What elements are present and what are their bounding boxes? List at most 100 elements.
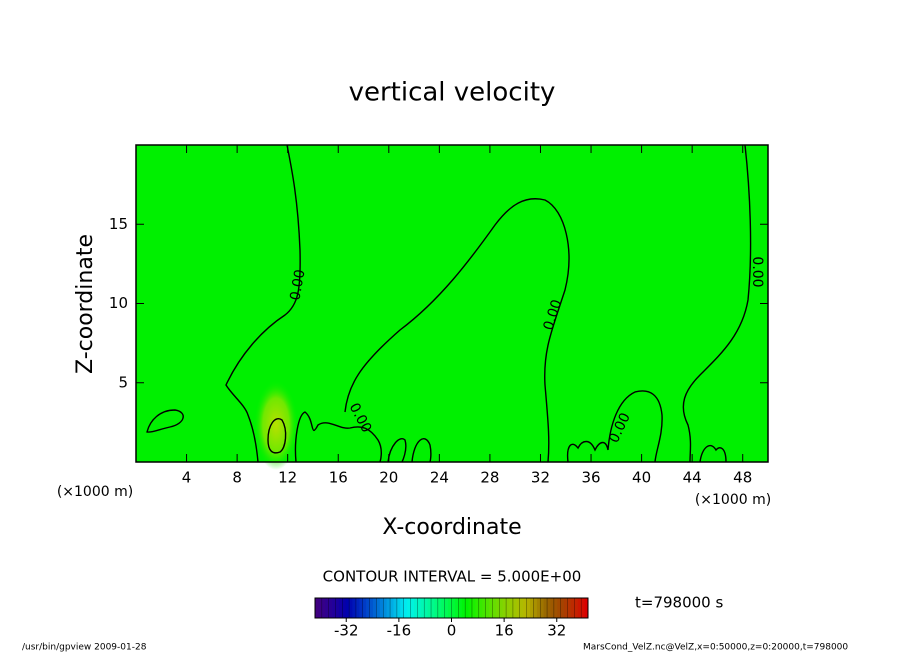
colorbar-cell — [478, 598, 483, 618]
contour-label: 0.00 — [749, 256, 765, 287]
colorbar-cell — [512, 598, 517, 618]
colorbar-cell — [332, 598, 336, 618]
colorbar-cell — [366, 598, 370, 618]
colorbar-cell — [321, 598, 326, 618]
x-unit: (×1000 m) — [695, 492, 771, 508]
colorbar-cell — [564, 598, 568, 618]
colorbar-cell — [465, 598, 469, 618]
colorbar-cell — [390, 598, 394, 618]
colorbar-cell — [396, 598, 401, 618]
colorbar-cell — [400, 598, 405, 618]
colorbar-cell — [499, 598, 504, 618]
colorbar-cell — [369, 598, 374, 618]
x-tick-label: 48 — [733, 469, 752, 487]
colorbar-cell — [424, 598, 429, 618]
colorbar-cell — [560, 598, 565, 618]
colorbar-cell — [471, 598, 476, 618]
colorbar-tick-label: -16 — [387, 622, 412, 640]
colorbar-cell — [536, 598, 541, 618]
y-tick-label: 5 — [118, 373, 128, 391]
colorbar-cell — [492, 598, 497, 618]
colorbar-cell — [540, 598, 545, 618]
colorbar-cell — [570, 598, 575, 618]
colorbar-cell — [376, 598, 381, 618]
colorbar-cell — [468, 598, 473, 618]
colorbar-cell — [495, 598, 500, 618]
colorbar-cell — [427, 598, 432, 618]
colorbar-cell — [526, 598, 531, 618]
colorbar-cell — [461, 598, 466, 618]
x-tick-label: 16 — [329, 469, 348, 487]
x-tick-label: 8 — [232, 469, 242, 487]
colorbar-cell — [437, 598, 442, 618]
colorbar-tick-label: 16 — [495, 622, 514, 640]
colorbar-cell — [550, 598, 555, 618]
footer: /usr/bin/gpview 2009-01-28 — [22, 643, 147, 653]
colorbar-tick-label: -32 — [334, 622, 359, 640]
colorbar-tick-label: 32 — [547, 622, 566, 640]
colorbar-cell — [509, 598, 514, 618]
y-axis-label: Z-coordinate — [73, 234, 98, 374]
x-tick-label: 24 — [430, 469, 449, 487]
colorbar-cell — [506, 598, 510, 618]
colorbar-cell — [529, 598, 534, 618]
colorbar-cell — [567, 598, 572, 618]
contour-interval: CONTOUR INTERVAL = 5.000E+00 — [323, 568, 582, 586]
colorbar-cell — [349, 598, 353, 618]
colorbar-cell — [557, 598, 562, 618]
colorbar-cell — [502, 598, 507, 618]
colorbar-cell — [519, 598, 524, 618]
colorbar-cell — [516, 598, 521, 618]
colorbar-cell — [577, 598, 582, 618]
colorbar-cell — [407, 598, 411, 618]
colorbar-cell — [533, 598, 538, 618]
colorbar-cell — [523, 598, 527, 618]
x-tick-label: 32 — [531, 469, 550, 487]
x-tick-label: 40 — [632, 469, 651, 487]
colorbar-cell — [403, 598, 408, 618]
colorbar-cell — [315, 598, 319, 618]
colorbar-cell — [581, 598, 585, 618]
colorbar-tick-label: 0 — [447, 622, 457, 640]
time-label: t=798000 s — [635, 594, 723, 612]
x-tick-label: 4 — [182, 469, 192, 487]
colorbar-cell — [362, 598, 367, 618]
colorbar-cell — [454, 598, 459, 618]
colorbar-cell — [420, 598, 425, 618]
colorbar-cell — [441, 598, 446, 618]
colorbar-cell — [451, 598, 456, 618]
colorbar-cell — [485, 598, 490, 618]
colorbar-cell — [448, 598, 452, 618]
colorbar-cell — [444, 598, 449, 618]
colorbar-cell — [373, 598, 377, 618]
colorbar-cell — [574, 598, 579, 618]
colorbar-cell — [352, 598, 357, 618]
y-tick-label: 15 — [109, 215, 128, 233]
x-tick-label: 20 — [379, 469, 398, 487]
footer: MarsCond_VelZ.nc@VelZ,x=0:50000,z=0:2000… — [583, 643, 848, 653]
colorbar-cell — [355, 598, 360, 618]
chart-title: vertical velocity — [349, 78, 556, 108]
field — [136, 145, 768, 462]
colorbar-cell — [335, 598, 340, 618]
x-tick-label: 36 — [581, 469, 600, 487]
colorbar-cell — [417, 598, 422, 618]
colorbar-cell — [328, 598, 333, 618]
colorbar-cell — [553, 598, 558, 618]
y-tick-label: 10 — [109, 294, 128, 312]
colorbar-cell — [489, 598, 493, 618]
colorbar-cell — [584, 598, 589, 618]
colorbar-cell — [342, 598, 347, 618]
x-tick-label: 12 — [278, 469, 297, 487]
contours — [146, 144, 752, 463]
colorbar-cell — [325, 598, 330, 618]
colorbar-cell — [543, 598, 548, 618]
colorbar-cell — [393, 598, 398, 618]
colorbar-cell — [482, 598, 487, 618]
x-tick-label: 28 — [480, 469, 499, 487]
x-tick-label: 44 — [683, 469, 702, 487]
x-axis-label: X-coordinate — [382, 515, 521, 540]
colorbar-cell — [410, 598, 415, 618]
x-unit: (×1000 m) — [57, 484, 133, 500]
